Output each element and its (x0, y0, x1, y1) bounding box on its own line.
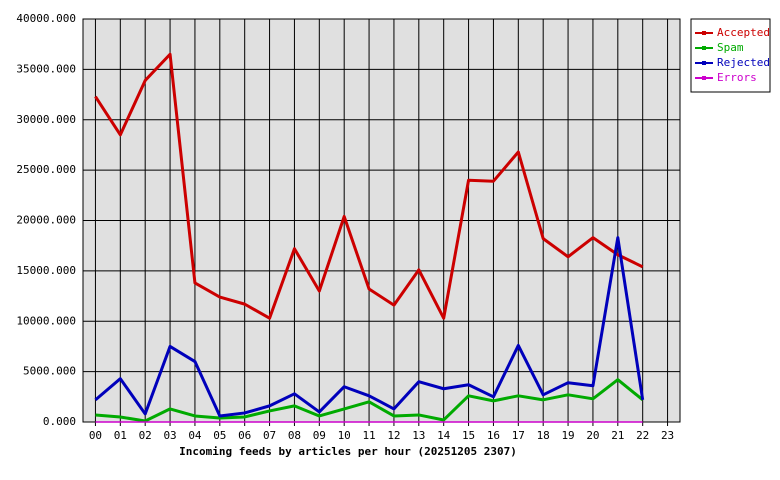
x-tick-label: 14 (437, 429, 451, 442)
legend-label: Errors (717, 71, 757, 84)
x-tick-label: 19 (561, 429, 574, 442)
x-axis-label: Incoming feeds by articles per hour (202… (179, 445, 517, 458)
y-tick-label: 35000.000 (16, 62, 76, 75)
x-tick-label: 08 (288, 429, 301, 442)
x-tick-label: 17 (512, 429, 525, 442)
legend-label: Spam (717, 41, 744, 54)
y-tick-label: 20000.000 (16, 214, 76, 227)
legend-swatch (702, 76, 706, 80)
x-tick-label: 05 (213, 429, 226, 442)
series-line (94, 52, 644, 320)
x-tick-label: 16 (487, 429, 500, 442)
x-tick-label: 06 (238, 429, 251, 442)
x-tick-label: 01 (114, 429, 127, 442)
x-tick-label: 23 (661, 429, 674, 442)
x-tick-label: 22 (636, 429, 649, 442)
series-line (95, 378, 644, 423)
x-tick-label: 07 (263, 429, 276, 442)
x-tick-label: 10 (338, 429, 351, 442)
legend-swatch (702, 31, 706, 35)
y-tick-label: 40000.000 (16, 12, 76, 25)
x-tick-label: 04 (188, 429, 202, 442)
y-tick-label: 15000.000 (16, 264, 76, 277)
x-tick-label: 09 (313, 429, 326, 442)
legend-swatch (702, 61, 706, 65)
x-tick-label: 12 (387, 429, 400, 442)
x-tick-label: 18 (537, 429, 550, 442)
y-tick-label: 10000.000 (16, 314, 76, 327)
y-tick-label: 5000.000 (23, 365, 76, 378)
x-tick-label: 02 (139, 429, 152, 442)
legend-swatch (702, 46, 706, 50)
x-tick-label: 03 (163, 429, 176, 442)
x-tick-label: 20 (586, 429, 599, 442)
y-tick-label: 0.000 (43, 415, 76, 428)
x-tick-label: 21 (611, 429, 624, 442)
legend-label: Rejected (717, 56, 770, 69)
y-tick-label: 30000.000 (16, 113, 76, 126)
x-tick-label: 00 (89, 429, 102, 442)
x-tick-label: 13 (412, 429, 425, 442)
x-tick-label: 15 (462, 429, 475, 442)
legend-label: Accepted (717, 26, 770, 39)
y-tick-label: 25000.000 (16, 163, 76, 176)
x-tick-label: 11 (362, 429, 375, 442)
series-line (94, 236, 645, 418)
